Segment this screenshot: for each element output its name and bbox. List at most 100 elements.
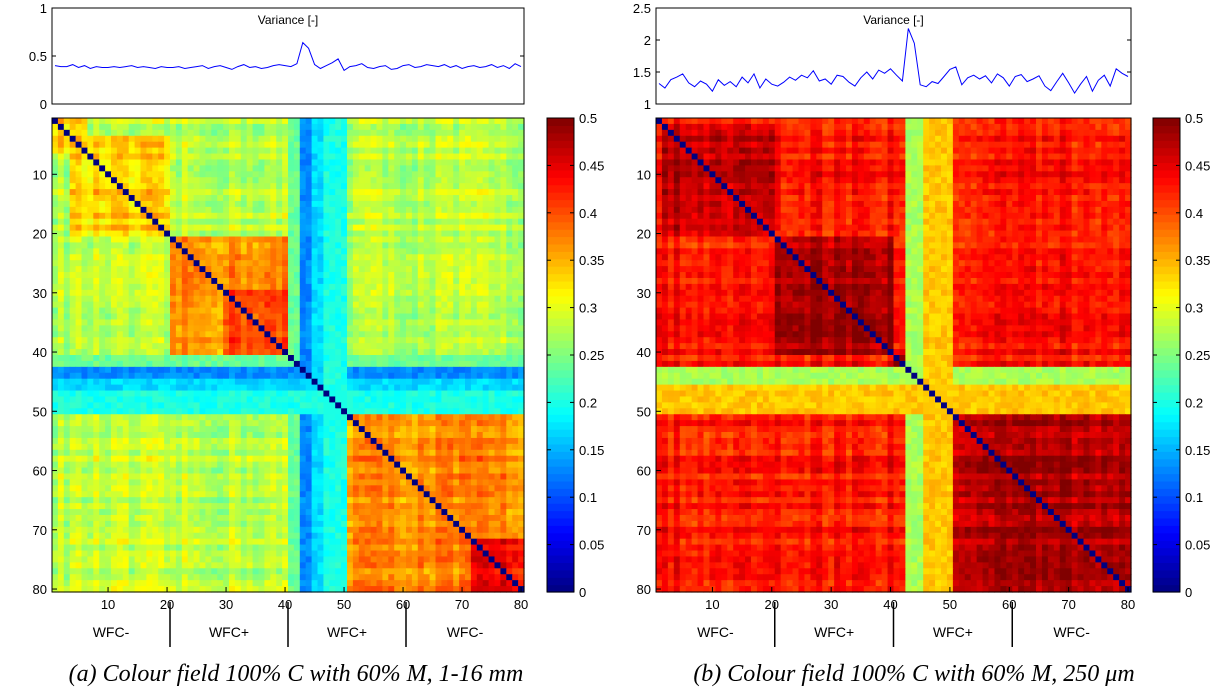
heatmap-cell: [193, 432, 201, 439]
heatmap-cell: [152, 366, 159, 374]
heatmap-cell: [181, 426, 189, 433]
heatmap-cell: [506, 432, 513, 439]
heatmap-cell: [482, 141, 490, 149]
heatmap-cell: [394, 200, 401, 208]
heatmap-cell: [506, 189, 513, 196]
heatmap-cell: [170, 432, 177, 439]
heatmap-cell: [494, 408, 501, 415]
heatmap-cell: [199, 183, 206, 190]
heatmap-cell: [506, 147, 513, 155]
heatmap-cell: [234, 183, 242, 190]
heatmap-cell: [288, 147, 295, 155]
heatmap-cell: [128, 242, 136, 249]
heatmap-cell: [382, 283, 389, 291]
heatmap-cell: [364, 449, 372, 457]
heatmap-cell: [199, 236, 206, 244]
heatmap-cell: [441, 183, 448, 190]
heatmap-cell: [364, 414, 372, 421]
heatmap-cell: [417, 461, 425, 469]
heatmap-cell: [394, 141, 401, 149]
heatmap-cell: [288, 343, 295, 350]
heatmap-cell: [164, 165, 171, 172]
heatmap-cell: [329, 301, 336, 309]
heatmap-cell: [69, 455, 77, 463]
heatmap-cell: [376, 473, 383, 481]
heatmap-cell: [388, 366, 395, 374]
heatmap-cell: [435, 129, 442, 137]
heatmap-cell: [305, 171, 313, 178]
heatmap-cell: [105, 337, 112, 344]
heatmap-cell: [488, 384, 496, 392]
heatmap-cell: [211, 301, 218, 309]
heatmap-cell: [164, 189, 171, 196]
heatmap-cell: [358, 230, 366, 238]
heatmap-cell: [406, 355, 413, 362]
heatmap-cell: [140, 254, 147, 261]
heatmap-cell: [518, 449, 525, 457]
heatmap-cell: [276, 230, 283, 238]
heatmap-cell: [122, 313, 130, 321]
heatmap-cell: [57, 165, 65, 172]
heatmap-cell: [518, 218, 525, 226]
heatmap-cell: [317, 461, 324, 469]
heatmap-cell: [423, 165, 431, 172]
heatmap-cell: [394, 147, 401, 155]
heatmap-cell: [205, 355, 212, 362]
heatmap-cell: [352, 171, 360, 178]
heatmap-cell: [376, 378, 383, 386]
heatmap-cell: [57, 426, 65, 433]
heatmap-cell: [388, 236, 395, 244]
heatmap-cell: [211, 212, 218, 220]
heatmap-cell: [352, 272, 360, 279]
heatmap-cell: [311, 159, 319, 166]
heatmap-cell: [435, 396, 442, 403]
heatmap-cell: [140, 331, 147, 338]
heatmap-cell: [453, 189, 460, 196]
heatmap-cell: [329, 242, 336, 249]
heatmap-cell: [352, 195, 360, 202]
heatmap-cell: [81, 449, 88, 457]
heatmap-cell: [435, 473, 442, 481]
heatmap-cell: [164, 295, 171, 303]
heatmap-cell: [158, 289, 165, 297]
heatmap-cell: [87, 473, 94, 481]
heatmap-cell: [352, 331, 360, 338]
heatmap-cell: [488, 331, 496, 338]
heatmap-cell: [299, 272, 307, 279]
heatmap-cell: [400, 289, 407, 297]
heatmap-cell: [488, 195, 496, 202]
heatmap-cell: [146, 135, 153, 143]
heatmap-cell: [175, 159, 183, 166]
heatmap-cell: [394, 378, 401, 386]
heatmap-cell: [494, 325, 501, 332]
heatmap-cell: [128, 360, 136, 368]
heatmap-cell: [87, 485, 94, 492]
heatmap-cell: [406, 230, 413, 238]
heatmap-cell: [270, 183, 277, 190]
heatmap-cell: [234, 473, 242, 481]
heatmap-cell: [122, 402, 130, 409]
heatmap-cell: [105, 443, 112, 451]
heatmap-cell: [352, 248, 360, 255]
heatmap-cell: [152, 414, 159, 421]
heatmap-cell: [488, 432, 496, 439]
heatmap-cell: [518, 224, 525, 232]
heatmap-cell: [170, 443, 177, 451]
heatmap-cell: [199, 141, 206, 149]
heatmap-cell: [57, 266, 65, 273]
heatmap-cell: [223, 283, 230, 291]
heatmap-cell: [518, 378, 525, 386]
heatmap-cell: [146, 390, 153, 398]
heatmap-cell: [258, 414, 265, 421]
heatmap-cell: [352, 473, 360, 481]
heatmap-cell: [229, 420, 236, 427]
heatmap-cell: [63, 325, 71, 332]
heatmap-cell: [276, 171, 283, 178]
heatmap-cell: [293, 260, 301, 267]
heatmap-cell: [441, 218, 448, 226]
heatmap-cell: [217, 443, 224, 451]
heatmap-cell: [128, 224, 136, 232]
heatmap-cell: [482, 266, 490, 273]
heatmap-cell: [211, 242, 218, 249]
heatmap-cell: [299, 473, 307, 481]
